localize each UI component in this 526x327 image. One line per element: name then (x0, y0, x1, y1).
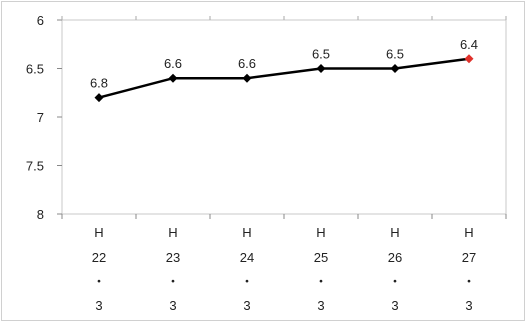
data-label: 6.8 (90, 76, 108, 91)
y-tick-label: 8 (37, 207, 44, 222)
x-tick-label: H (94, 225, 103, 240)
x-tick-label: 26 (388, 250, 402, 265)
x-tick-label: H (168, 225, 177, 240)
x-tick-label: 3 (391, 298, 398, 313)
x-tick-label: 22 (92, 250, 106, 265)
y-tick-label: 6.5 (26, 62, 44, 77)
series-line (98, 57, 470, 99)
x-tick-label: H (242, 225, 251, 240)
x-tick-label: 3 (465, 298, 472, 313)
outer-border (1, 1, 525, 321)
x-tick-label: ・ (314, 274, 327, 289)
x-tick-label: 3 (169, 298, 176, 313)
x-tick-label: ・ (462, 274, 475, 289)
data-point (168, 73, 178, 83)
data-point (242, 73, 252, 83)
x-tick-label: ・ (240, 274, 253, 289)
data-point (390, 64, 400, 73)
x-tick-label: 3 (243, 298, 250, 313)
data-point-highlight (464, 54, 474, 64)
x-tick-label: H (464, 225, 473, 240)
data-label: 6.6 (164, 56, 182, 71)
x-tick-label: 3 (317, 298, 324, 313)
data-label: 6.4 (460, 37, 478, 52)
y-tick-label: 7.5 (26, 159, 44, 174)
y-tick-label: 7 (37, 110, 44, 125)
x-tick-label: ・ (92, 274, 105, 289)
data-point (94, 93, 104, 103)
x-tick-label: 3 (95, 298, 102, 313)
data-label: 6.5 (312, 47, 330, 62)
data-label: 6.5 (386, 47, 404, 62)
x-tick-label: 24 (240, 250, 254, 265)
data-label: 6.6 (238, 56, 256, 71)
x-tick-label: 23 (166, 250, 180, 265)
x-tick-label: ・ (388, 274, 401, 289)
x-tick-label: H (316, 225, 325, 240)
x-tick-label: 27 (462, 250, 476, 265)
x-tick-label: H (390, 225, 399, 240)
y-tick-label: 6 (37, 13, 44, 28)
data-point (316, 64, 326, 73)
x-tick-label: ・ (166, 274, 179, 289)
x-tick-label: 25 (314, 250, 328, 265)
